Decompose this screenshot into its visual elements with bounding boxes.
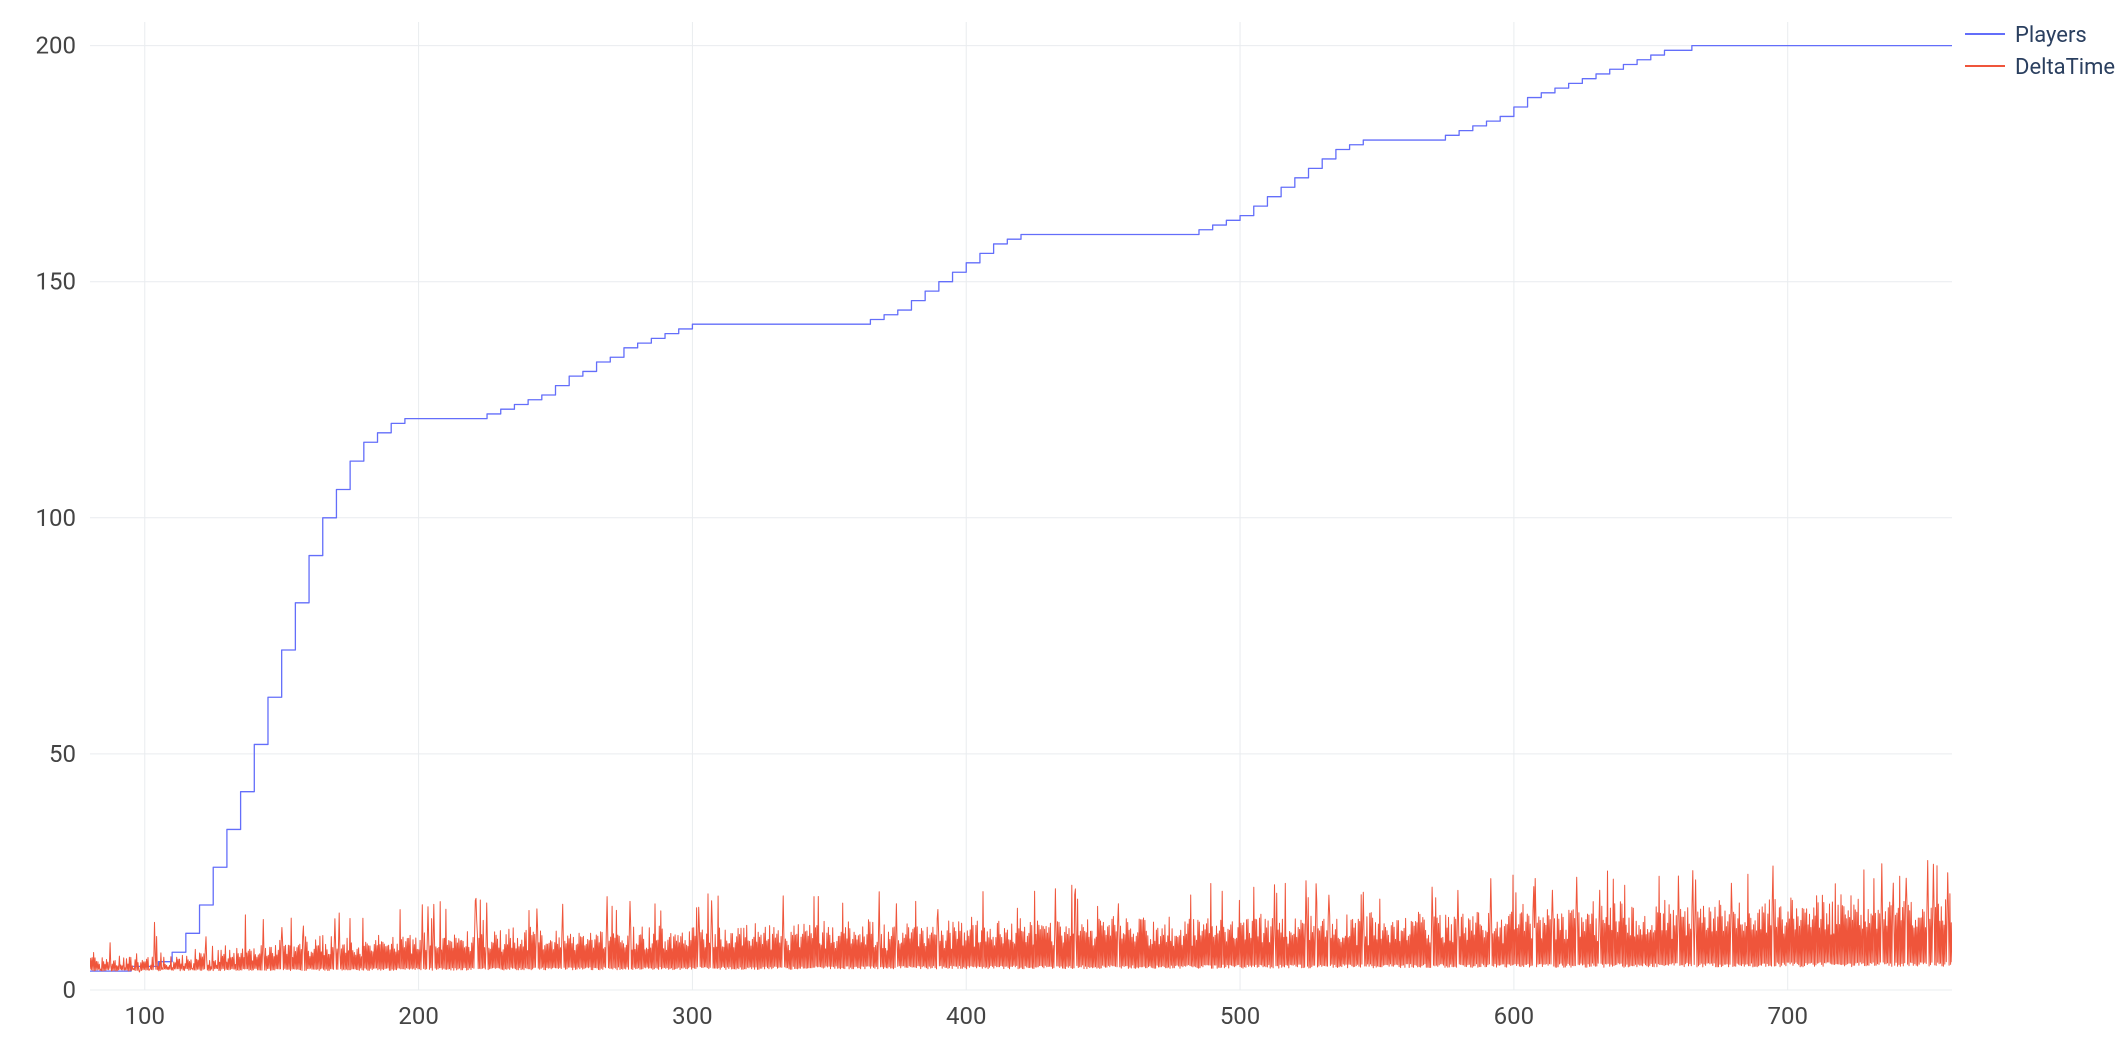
x-axis-tick-label: 300 (672, 1002, 712, 1030)
y-axis-tick-label: 100 (36, 504, 76, 532)
x-axis-tick-label: 200 (398, 1002, 438, 1030)
y-axis-tick-label: 200 (36, 32, 76, 60)
x-axis-tick-label: 100 (125, 1002, 165, 1030)
x-axis-tick-label: 500 (1220, 1002, 1260, 1030)
x-axis-tick-label: 400 (946, 1002, 986, 1030)
line-chart[interactable]: 0 50 100 150 200 100 200 300 400 500 600 700 Players… (0, 0, 2128, 1045)
plot-area[interactable] (90, 22, 1952, 990)
chart-container: 0 50 100 150 200 100 200 300 400 500 600 700 Players… (0, 0, 2128, 1045)
legend-label: Players (2015, 23, 2087, 48)
legend-label: DeltaTime (2015, 55, 2115, 80)
x-axis-tick-label: 600 (1494, 1002, 1534, 1030)
y-axis-tick-label: 50 (49, 740, 76, 768)
x-axis-tick-label: 700 (1767, 1002, 1807, 1030)
y-axis-tick-label: 0 (63, 976, 77, 1004)
y-axis-tick-label: 150 (36, 268, 76, 296)
